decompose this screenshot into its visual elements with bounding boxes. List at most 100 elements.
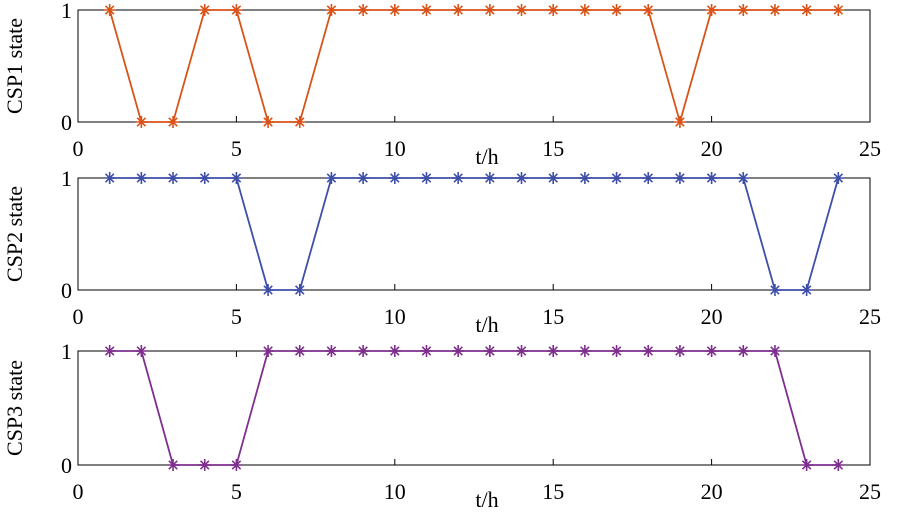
marker bbox=[737, 4, 750, 16]
marker bbox=[800, 284, 813, 296]
x-tick-label: 20 bbox=[701, 479, 723, 504]
plot-area bbox=[77, 9, 871, 123]
y-tick-label: 1 bbox=[61, 0, 72, 23]
marker bbox=[262, 116, 275, 128]
x-tick-label: 25 bbox=[859, 136, 881, 161]
marker bbox=[388, 172, 401, 184]
x-tick-label: 0 bbox=[73, 479, 84, 504]
y-tick-label: 0 bbox=[61, 278, 72, 303]
x-tick-label: 5 bbox=[231, 304, 242, 329]
x-tick-label: 0 bbox=[73, 304, 84, 329]
marker bbox=[452, 4, 465, 16]
marker bbox=[103, 345, 116, 357]
marker bbox=[705, 172, 718, 184]
marker bbox=[452, 172, 465, 184]
marker bbox=[673, 116, 686, 128]
data-line bbox=[109, 177, 840, 291]
marker bbox=[610, 345, 623, 357]
x-tick-label: 20 bbox=[701, 136, 723, 161]
marker bbox=[800, 4, 813, 16]
marker bbox=[800, 459, 813, 471]
marker bbox=[198, 172, 211, 184]
marker bbox=[610, 172, 623, 184]
marker bbox=[198, 4, 211, 16]
y-axis-label: CSP3 state bbox=[2, 360, 27, 456]
y-tick-label: 0 bbox=[61, 453, 72, 478]
marker bbox=[420, 172, 433, 184]
marker bbox=[737, 172, 750, 184]
marker bbox=[293, 284, 306, 296]
marker bbox=[705, 4, 718, 16]
marker bbox=[452, 345, 465, 357]
marker bbox=[198, 459, 211, 471]
marker bbox=[768, 4, 781, 16]
x-axis-label: t/h bbox=[475, 144, 498, 169]
marker bbox=[483, 345, 496, 357]
marker bbox=[737, 345, 750, 357]
x-tick-label: 5 bbox=[231, 479, 242, 504]
x-tick-label: 15 bbox=[542, 136, 564, 161]
x-tick-label: 10 bbox=[384, 304, 406, 329]
marker bbox=[135, 345, 148, 357]
marker bbox=[103, 172, 116, 184]
marker bbox=[230, 459, 243, 471]
marker bbox=[135, 172, 148, 184]
marker bbox=[642, 4, 655, 16]
plot-area bbox=[77, 350, 871, 466]
marker bbox=[167, 116, 180, 128]
marker bbox=[673, 172, 686, 184]
marker bbox=[483, 4, 496, 16]
marker bbox=[515, 172, 528, 184]
marker bbox=[642, 345, 655, 357]
x-tick-label: 25 bbox=[859, 304, 881, 329]
marker bbox=[547, 172, 560, 184]
marker bbox=[388, 345, 401, 357]
marker bbox=[673, 345, 686, 357]
marker bbox=[357, 4, 370, 16]
marker bbox=[578, 172, 591, 184]
marker bbox=[262, 284, 275, 296]
marker bbox=[578, 4, 591, 16]
marker bbox=[103, 4, 116, 16]
marker bbox=[357, 172, 370, 184]
plot-area bbox=[77, 177, 871, 291]
marker bbox=[547, 345, 560, 357]
x-axis-label: t/h bbox=[475, 312, 498, 337]
marker bbox=[135, 116, 148, 128]
marker bbox=[832, 459, 845, 471]
x-tick-label: 15 bbox=[542, 304, 564, 329]
x-tick-label: 0 bbox=[73, 136, 84, 161]
y-tick-label: 0 bbox=[61, 110, 72, 135]
y-tick-label: 1 bbox=[61, 166, 72, 191]
marker bbox=[325, 172, 338, 184]
x-axis-label: t/h bbox=[475, 487, 498, 512]
y-tick-label: 1 bbox=[61, 339, 72, 364]
marker bbox=[262, 345, 275, 357]
marker bbox=[483, 172, 496, 184]
marker bbox=[768, 345, 781, 357]
marker bbox=[293, 345, 306, 357]
marker bbox=[325, 345, 338, 357]
marker bbox=[420, 4, 433, 16]
x-tick-label: 5 bbox=[231, 136, 242, 161]
marker bbox=[357, 345, 370, 357]
marker bbox=[325, 4, 338, 16]
marker bbox=[515, 345, 528, 357]
x-tick-label: 25 bbox=[859, 479, 881, 504]
x-tick-label: 15 bbox=[542, 479, 564, 504]
data-line bbox=[109, 350, 839, 466]
marker bbox=[167, 459, 180, 471]
x-tick-label: 20 bbox=[701, 304, 723, 329]
marker bbox=[610, 4, 623, 16]
marker bbox=[768, 284, 781, 296]
marker bbox=[642, 172, 655, 184]
marker bbox=[293, 116, 306, 128]
data-line bbox=[108, 9, 839, 126]
marker bbox=[515, 4, 528, 16]
marker bbox=[230, 172, 243, 184]
x-tick-label: 10 bbox=[384, 479, 406, 504]
marker bbox=[420, 345, 433, 357]
marker bbox=[230, 4, 243, 16]
marker bbox=[705, 345, 718, 357]
